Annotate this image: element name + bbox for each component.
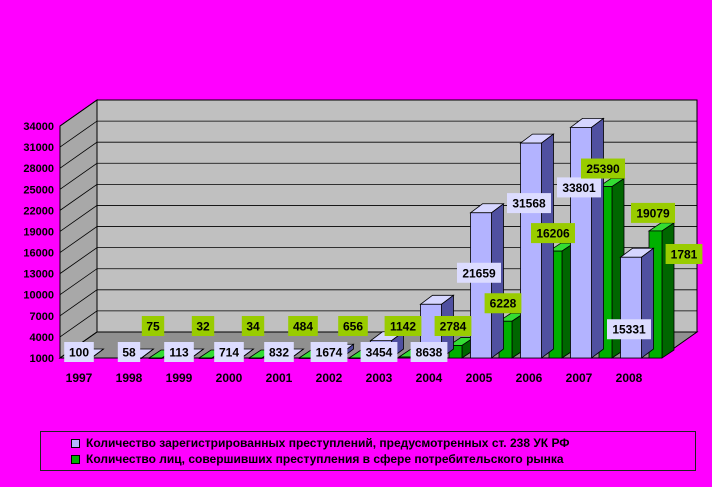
data-label-series-2: 19079 [631, 202, 675, 223]
data-label-series-2: 1142 [384, 316, 422, 336]
x-tick-label: 2000 [216, 371, 243, 385]
svg-text:19079: 19079 [636, 206, 670, 220]
legend-swatch-series-2 [71, 454, 80, 464]
data-label-series-1: 8638 [410, 342, 448, 362]
gridline [59, 162, 697, 190]
y-tick-label: 1000 [30, 353, 54, 365]
svg-text:6228: 6228 [490, 297, 517, 311]
data-label-series-1: 33801 [557, 177, 601, 198]
y-tick-label: 22000 [23, 205, 54, 217]
svg-text:714: 714 [219, 346, 239, 360]
data-label-series-1: 21659 [457, 262, 501, 283]
x-axis-labels: 1997 1998 1999 2000 2001 2002 2003 2004 2005 2006… [66, 371, 643, 385]
y-tick-label: 25000 [23, 184, 54, 196]
svg-text:100: 100 [69, 346, 89, 360]
y-tick-label: 7000 [30, 311, 54, 323]
svg-text:31568: 31568 [512, 197, 546, 211]
data-label-series-1: 113 [164, 342, 194, 362]
legend-label-series-2: Количество лиц, совершивших преступления… [86, 452, 564, 466]
data-label-series-1: 832 [264, 342, 294, 362]
svg-text:656: 656 [343, 320, 363, 334]
x-tick-label: 1997 [66, 371, 93, 385]
data-label-series-2: 34 [241, 316, 265, 336]
data-label-series-1: 31568 [507, 193, 551, 214]
bar-series-1 [519, 133, 555, 359]
svg-text:3454: 3454 [366, 346, 393, 360]
data-label-series-2: 6228 [484, 293, 522, 314]
y-tick-label: 10000 [23, 290, 54, 302]
x-tick-label: 2001 [266, 371, 293, 385]
data-label-series-2: 16206 [531, 223, 575, 244]
svg-text:32: 32 [196, 320, 210, 334]
svg-text:1674: 1674 [316, 346, 343, 360]
svg-text:58: 58 [122, 346, 136, 360]
gridline [59, 99, 697, 127]
legend-entry-series-2: Количество лиц, совершивших преступления… [71, 451, 695, 467]
data-label-series-2: 2784 [434, 316, 472, 336]
legend: Количество зарегистрированных преступлен… [40, 431, 696, 471]
x-tick-label: 2007 [566, 371, 593, 385]
chart: 1000 4000 7000 10000 13000 16000 19000 22000 250… [23, 99, 703, 385]
svg-text:1142: 1142 [390, 320, 416, 334]
data-label-series-1: 58 [117, 342, 141, 362]
legend-label-series-1: Количество зарегистрированных преступлен… [86, 436, 570, 450]
x-tick-label: 1999 [166, 371, 193, 385]
svg-text:33801: 33801 [562, 181, 596, 195]
svg-text:113: 113 [169, 346, 189, 360]
bar-series-1 [569, 117, 605, 359]
data-label-series-2: 25390 [581, 158, 625, 179]
svg-text:75: 75 [146, 320, 160, 334]
data-label-series-1: 100 [64, 342, 94, 362]
x-tick-label: 2005 [466, 371, 493, 385]
y-tick-label: 34000 [23, 121, 54, 133]
data-label-series-1: 1674 [310, 342, 348, 362]
svg-text:484: 484 [293, 320, 313, 334]
svg-text:1781: 1781 [671, 248, 698, 262]
y-axis-ticks: 1000 4000 7000 10000 13000 16000 19000 22000 250… [23, 121, 54, 365]
data-label-series-1: 15331 [607, 319, 651, 340]
y-tick-label: 31000 [23, 142, 54, 154]
side-wall [59, 99, 98, 359]
y-tick-label: 4000 [30, 332, 54, 344]
data-label-series-2: 656 [338, 316, 368, 336]
y-tick-label: 28000 [23, 163, 54, 175]
svg-text:21659: 21659 [462, 266, 496, 280]
data-label-series-2: 32 [191, 316, 215, 336]
y-tick-label: 13000 [23, 269, 54, 281]
data-label-series-2: 484 [288, 316, 318, 336]
data-label-series-2-extra: 1781 [665, 244, 703, 264]
x-tick-label: 2006 [516, 371, 543, 385]
x-tick-label: 2004 [416, 371, 443, 385]
svg-text:16206: 16206 [536, 227, 570, 241]
legend-entry-series-1: Количество зарегистрированных преступлен… [71, 435, 695, 451]
data-label-series-2: 75 [141, 316, 165, 336]
data-label-series-1: 3454 [360, 342, 398, 362]
svg-text:2784: 2784 [440, 320, 467, 334]
y-tick-label: 16000 [23, 248, 54, 260]
svg-text:8638: 8638 [416, 346, 443, 360]
x-tick-label: 2003 [366, 371, 393, 385]
data-label-series-1: 714 [214, 342, 244, 362]
gridline [59, 183, 697, 211]
gridline [59, 141, 697, 169]
svg-text:15331: 15331 [612, 323, 646, 337]
bar-series-1 [619, 247, 655, 359]
svg-text:25390: 25390 [586, 162, 620, 176]
gridline [59, 120, 697, 148]
y-tick-label: 19000 [23, 226, 54, 238]
svg-text:34: 34 [246, 320, 260, 334]
x-tick-label: 2008 [616, 371, 643, 385]
x-tick-label: 2002 [316, 371, 343, 385]
x-tick-label: 1998 [116, 371, 143, 385]
svg-text:832: 832 [269, 346, 289, 360]
legend-swatch-series-1 [71, 438, 80, 448]
